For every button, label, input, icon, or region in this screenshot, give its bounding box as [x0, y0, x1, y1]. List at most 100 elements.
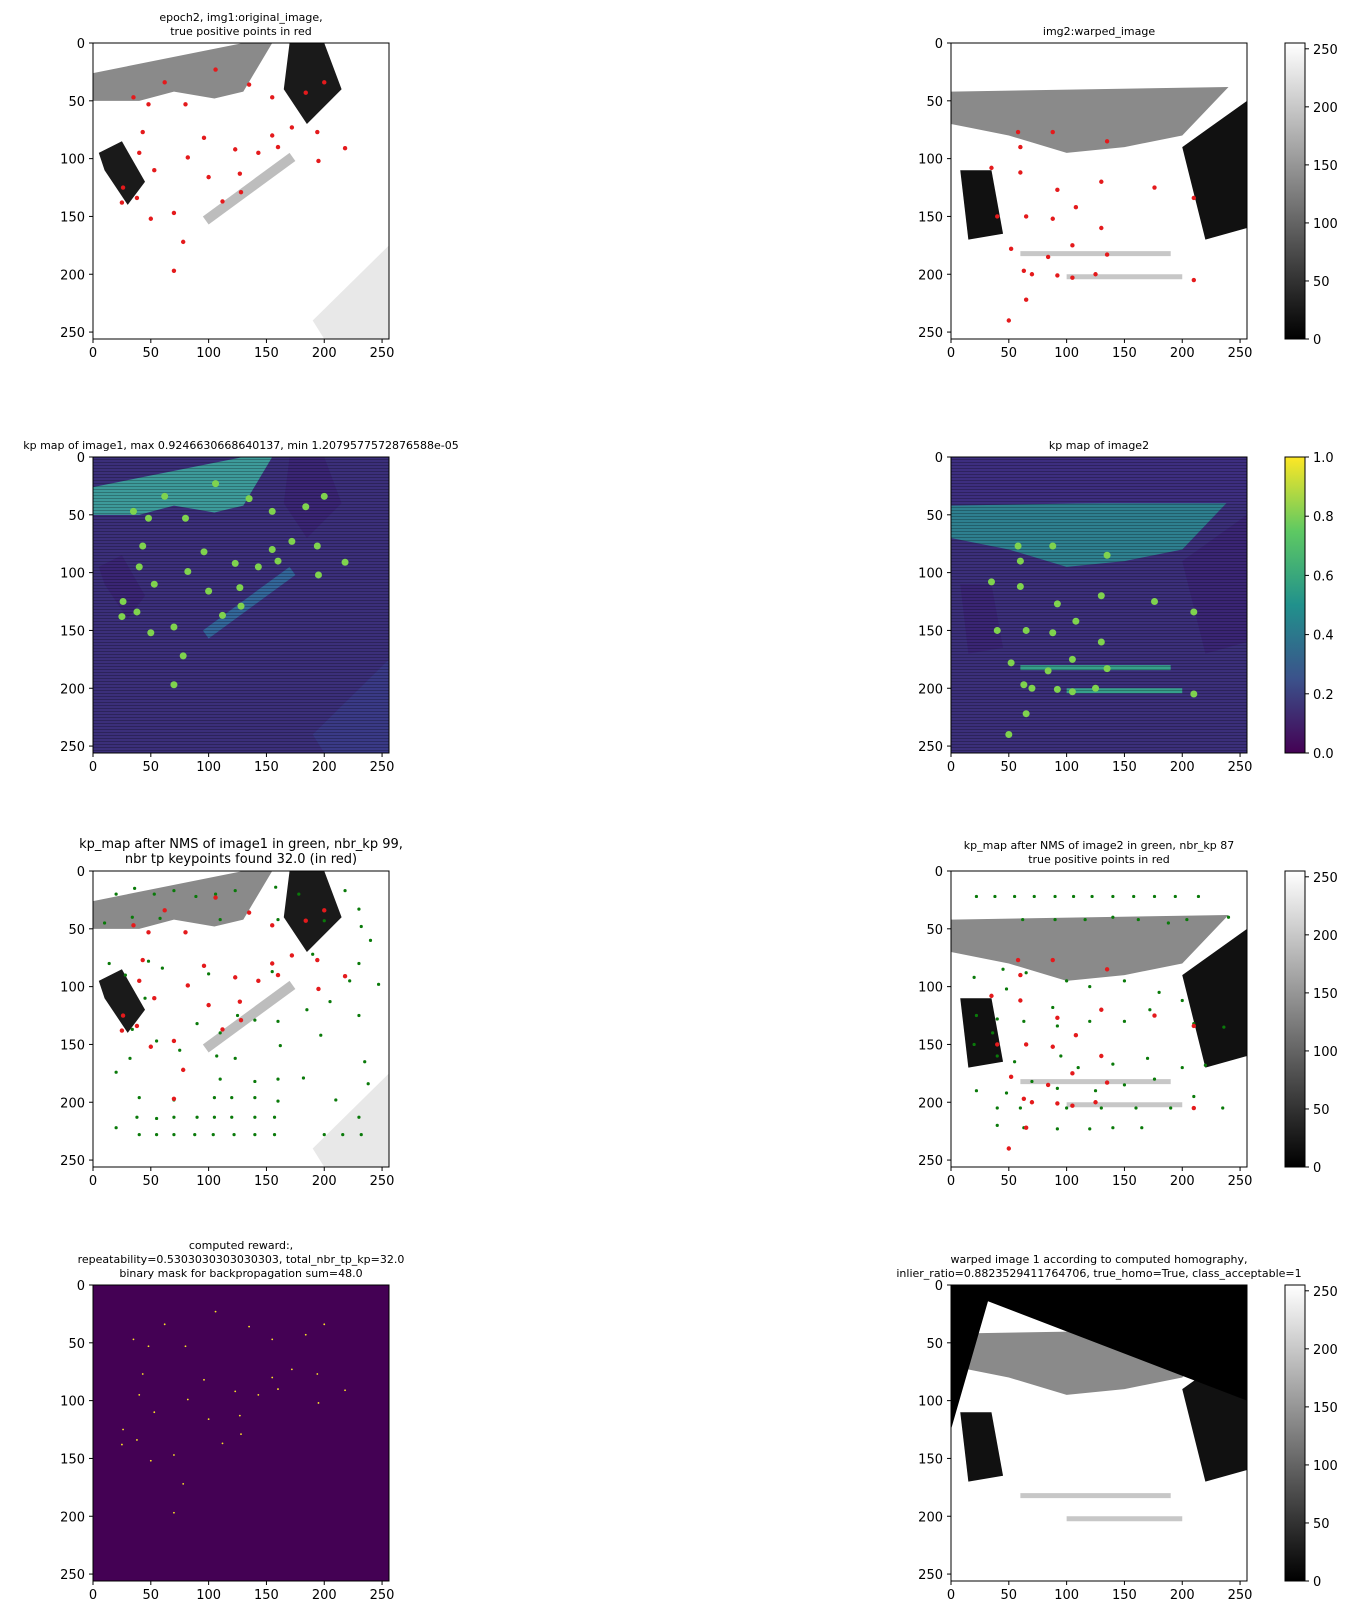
nms-point — [1024, 971, 1028, 975]
y-tick-label: 50 — [926, 95, 943, 110]
roof-region — [93, 871, 273, 929]
panel-title: inlier_ratio=0.8823529411764706, true_ho… — [896, 1267, 1301, 1280]
mask-point — [136, 1439, 138, 1441]
colorbar-tick-label: 0.4 — [1313, 629, 1334, 644]
nms-point — [974, 1089, 979, 1093]
x-tick-label: 50 — [143, 760, 160, 775]
panel-6: 0 0 50 50 100 100 150 150 200 200 250 250 kp_map aft… — [918, 839, 1252, 1189]
mask-point — [147, 1345, 150, 1348]
colorbar-tick-label: 0 — [1313, 333, 1321, 348]
tp-point — [1050, 129, 1055, 135]
y-tick-label: 250 — [918, 740, 943, 755]
tp-point — [322, 908, 327, 913]
kp-blob — [179, 652, 187, 660]
mask-point — [290, 1368, 293, 1371]
x-tick-label: 150 — [1112, 760, 1137, 775]
tp-point — [1191, 1105, 1197, 1111]
nms-point — [1122, 979, 1127, 983]
mask-point — [238, 1414, 241, 1417]
tp-point — [995, 1042, 1000, 1047]
tp-point — [1023, 214, 1029, 219]
car-shadow — [960, 998, 1004, 1068]
kp-blob — [170, 623, 178, 631]
nms-point — [357, 907, 361, 911]
road-stripe — [1020, 1079, 1171, 1085]
nms-point — [1001, 967, 1005, 971]
nms-point — [218, 917, 222, 922]
tp-point — [180, 1067, 186, 1073]
panel-title: img2:warped_image — [1043, 25, 1155, 38]
colorbar-tick-label: 150 — [1313, 1401, 1338, 1416]
nms-point — [276, 1077, 280, 1081]
kp-blob — [1049, 629, 1057, 637]
kp-blob — [129, 507, 137, 515]
tp-point — [1008, 246, 1014, 252]
mask-point — [317, 1402, 320, 1404]
nms-point — [154, 1116, 159, 1121]
nms-point — [233, 889, 237, 893]
x-tick-label: 250 — [1228, 1174, 1253, 1189]
nms-point — [1088, 1127, 1092, 1131]
tp-point — [1070, 243, 1075, 248]
nms-point — [1111, 1062, 1115, 1066]
nms-point — [1065, 1106, 1069, 1110]
nms-point — [1076, 1065, 1080, 1070]
tp-point — [1104, 252, 1110, 257]
roof-region — [951, 86, 1229, 153]
tp-point — [1055, 1101, 1060, 1106]
nms-point — [1132, 894, 1136, 899]
nms-point — [137, 1133, 141, 1137]
nms-point — [272, 1115, 277, 1119]
panel-2: 0 0 50 50 100 100 150 150 200 200 250 250 img2:warpe… — [918, 25, 1252, 361]
x-tick-label: 50 — [1001, 1174, 1018, 1189]
nms-point — [172, 1115, 176, 1119]
nms-point — [158, 916, 162, 921]
axes-frame — [92, 1284, 390, 1582]
panel-title: epoch2, img1:original_image, — [159, 11, 322, 24]
nms-point — [1032, 894, 1036, 899]
kp-blob — [236, 584, 244, 592]
panel-title: kp_map after NMS of image2 in green, nbr… — [964, 839, 1234, 852]
nms-point — [1185, 917, 1189, 922]
tp-point — [140, 129, 145, 135]
kp-blob — [314, 571, 322, 579]
car-shadow — [98, 969, 146, 1033]
tp-point — [134, 1023, 140, 1029]
y-tick-label: 100 — [60, 981, 85, 996]
kp-blob — [184, 567, 192, 575]
tp-point — [1070, 275, 1075, 280]
nms-point — [322, 919, 326, 923]
panel-image — [951, 871, 1247, 1167]
tp-point — [152, 167, 157, 173]
x-tick-label: 200 — [312, 346, 337, 361]
kp-blob — [1151, 598, 1158, 606]
x-tick-label: 200 — [1170, 1588, 1195, 1603]
y-tick-label: 100 — [918, 153, 943, 168]
nms-point — [297, 892, 301, 896]
kp-blob — [1022, 710, 1030, 718]
tp-point — [131, 923, 136, 928]
tp-point — [275, 972, 281, 978]
x-tick-label: 100 — [1054, 1174, 1079, 1189]
tp-point — [137, 978, 142, 984]
y-tick-label: 150 — [60, 1452, 85, 1467]
tp-point — [140, 957, 145, 963]
kp-blob — [313, 542, 321, 550]
tp-point — [270, 133, 275, 138]
roof-region — [93, 43, 273, 101]
tp-point — [238, 1017, 244, 1023]
kp-blob — [118, 613, 126, 621]
scan-lines — [951, 457, 1247, 753]
colorbar-tick-label: 200 — [1313, 101, 1338, 116]
tp-point — [1104, 967, 1110, 972]
colorbar-tick-label: 1.0 — [1313, 451, 1334, 466]
nms-point — [1088, 985, 1092, 989]
nms-point — [253, 1115, 257, 1119]
y-tick-label: 200 — [60, 268, 85, 283]
tp-point — [270, 923, 275, 928]
y-tick-label: 100 — [60, 1395, 85, 1410]
nms-point — [207, 972, 211, 976]
nms-point — [1018, 1106, 1022, 1110]
tp-point — [233, 147, 238, 152]
x-tick-label: 200 — [1170, 346, 1195, 361]
